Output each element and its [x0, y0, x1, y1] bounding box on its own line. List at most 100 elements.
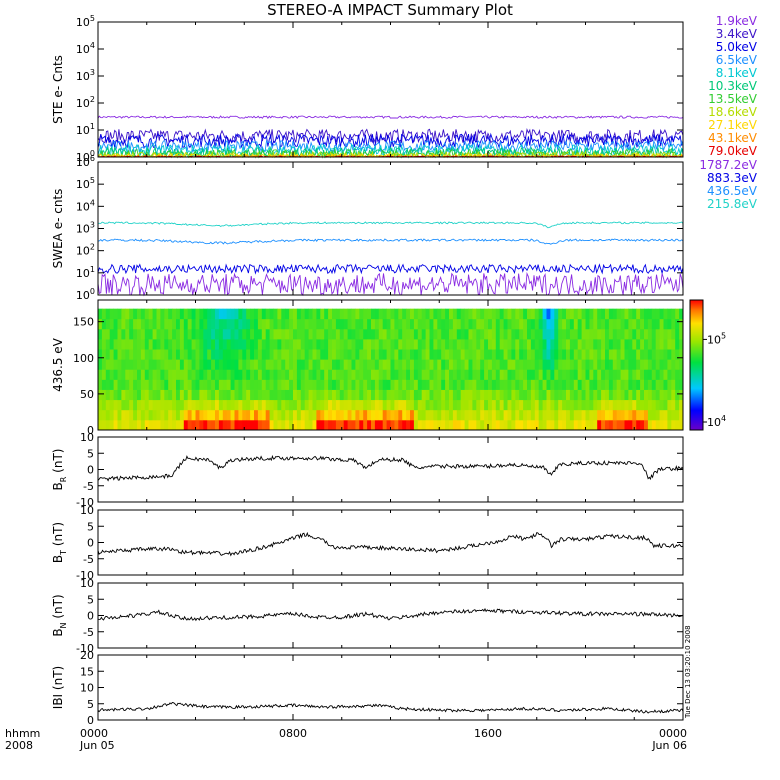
- pad-cell: [667, 339, 672, 350]
- pad-cell: [546, 419, 551, 430]
- bt-ytick-label: 5: [87, 520, 94, 533]
- pad-cell: [605, 409, 610, 421]
- pad-cell: [140, 349, 146, 360]
- pad-cell: [199, 339, 204, 350]
- pad-cell: [367, 349, 372, 360]
- pad-cell: [164, 389, 169, 401]
- pad-cell: [413, 318, 419, 330]
- pad-cell: [148, 359, 153, 370]
- pad-cell: [133, 318, 138, 330]
- pad-cell: [199, 409, 204, 421]
- pad-cell: [285, 339, 290, 350]
- pad-cell: [460, 399, 465, 411]
- pad-cell: [538, 328, 543, 340]
- pad-cell: [441, 369, 446, 380]
- ste-legend-3: 6.5keV: [716, 53, 758, 67]
- pad-cell: [183, 339, 189, 350]
- pad-cell: [597, 318, 602, 330]
- pad-cell: [316, 308, 321, 320]
- pad-cell: [398, 318, 403, 330]
- pad-cell: [246, 349, 251, 360]
- pad-cell: [254, 359, 259, 370]
- pad-cell: [503, 369, 508, 380]
- pad-cell: [234, 369, 239, 380]
- pad-cell: [640, 389, 645, 401]
- pad-cell: [484, 399, 489, 411]
- pad-cell: [335, 419, 341, 430]
- pad-cell: [550, 389, 555, 401]
- pad-cell: [265, 399, 270, 411]
- pad-cell: [597, 328, 602, 340]
- pad-cell: [359, 308, 364, 320]
- pad-cell: [211, 389, 216, 401]
- swea-legend-2: 436.5eV: [707, 184, 758, 198]
- pad-cell: [667, 308, 672, 320]
- pad-cell: [624, 308, 629, 320]
- pad-cell: [456, 389, 462, 401]
- pad-cell: [113, 318, 118, 330]
- pad-cell: [355, 399, 360, 411]
- pad-cell: [183, 318, 189, 330]
- pad-cell: [168, 409, 173, 421]
- pad-cell: [608, 328, 614, 340]
- pad-cell: [616, 308, 621, 320]
- pad-cell: [655, 318, 660, 330]
- pad-cell: [558, 318, 563, 330]
- pad-cell: [250, 308, 255, 320]
- pad-cell: [324, 318, 329, 330]
- pad-cell: [452, 328, 458, 340]
- pad-cell: [367, 419, 372, 430]
- pad-cell: [640, 318, 645, 330]
- pad-cell: [293, 328, 298, 340]
- pad-cell: [156, 409, 161, 421]
- pad-cell: [675, 349, 680, 360]
- pad-cell: [679, 369, 683, 380]
- pad-cell: [644, 349, 649, 360]
- pad-cell: [152, 318, 157, 330]
- pad-cell: [374, 349, 380, 360]
- pad-cell: [402, 369, 407, 380]
- pad-cell: [612, 359, 618, 370]
- bt-ylabel: BT (nT): [51, 522, 68, 563]
- pad-cell: [343, 349, 348, 360]
- tick-base: 10: [76, 70, 90, 83]
- pad-cell: [246, 399, 251, 411]
- pad-cell: [386, 339, 391, 350]
- pad-cell: [347, 339, 352, 350]
- pad-cell: [417, 409, 423, 421]
- pad-cell: [452, 318, 458, 330]
- pad-cell: [250, 328, 255, 340]
- pad-cell: [222, 339, 228, 350]
- pad-cell: [238, 359, 243, 370]
- pad-cell: [644, 318, 649, 330]
- pad-cell: [207, 339, 212, 350]
- pad-cell: [542, 419, 547, 430]
- pad-cell: [101, 359, 107, 370]
- pad-cell: [632, 308, 637, 320]
- pad-cell: [480, 379, 485, 390]
- pad-cell: [234, 379, 239, 390]
- pad-cell: [562, 369, 567, 380]
- pad-cell: [324, 399, 329, 411]
- pad-cell: [230, 328, 235, 340]
- pad-cell: [367, 339, 372, 350]
- pad-cell: [242, 339, 247, 350]
- pad-cell: [593, 419, 598, 430]
- pad-cell: [425, 399, 430, 411]
- pad-cell: [187, 379, 192, 390]
- swea-ytick-label: 102: [76, 243, 95, 258]
- pad-cell: [152, 359, 157, 370]
- tick-base: 10: [76, 200, 90, 213]
- pad-cell: [335, 339, 341, 350]
- pad-cell: [484, 379, 489, 390]
- pad-cell: [410, 349, 415, 360]
- pad-cell: [398, 379, 403, 390]
- pad-cell: [429, 379, 434, 390]
- pad-cell: [398, 349, 403, 360]
- pad-cell: [261, 318, 267, 330]
- bmag-trace: [97, 702, 684, 714]
- pad-cell: [491, 399, 497, 411]
- pad-cell: [113, 399, 118, 411]
- pad-cell: [577, 399, 582, 411]
- pad-cell: [316, 399, 321, 411]
